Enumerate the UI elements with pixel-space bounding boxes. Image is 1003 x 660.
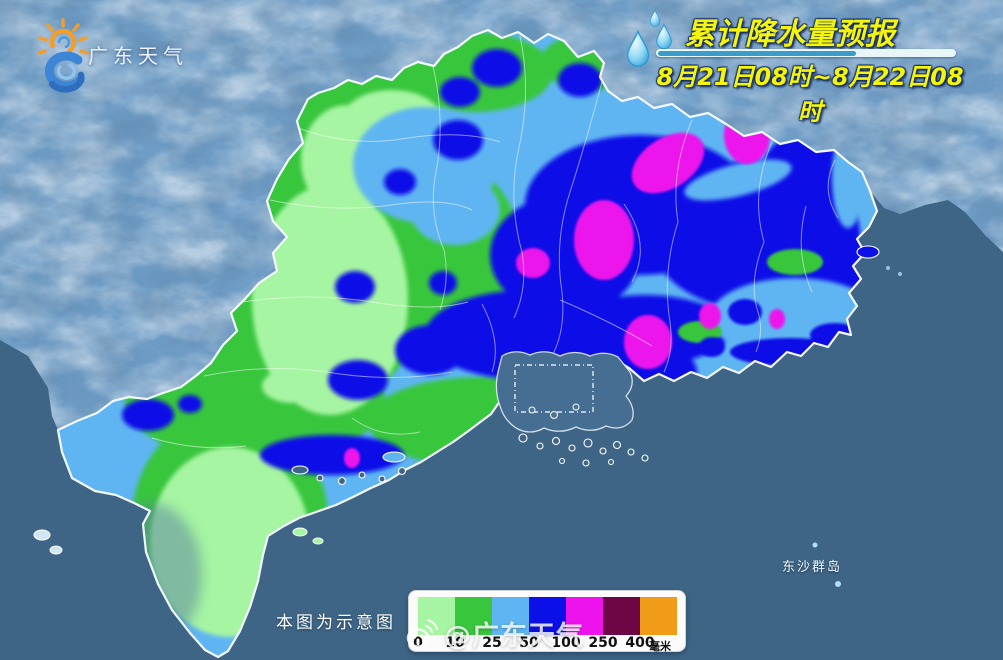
raindrops-icon [626, 9, 672, 67]
legend-tick-label: 25 [482, 635, 502, 651]
station-logo: 广东天气 [26, 14, 246, 94]
district-borders [151, 35, 839, 449]
legend-swatch [640, 597, 677, 635]
legend-tick-label: 250 [588, 635, 618, 651]
page-title: 累计降水量预报 [685, 17, 895, 52]
legend-unit: 毫米 [649, 640, 671, 653]
legend-tick-label: 0 [413, 635, 423, 651]
legend-swatch [529, 597, 566, 635]
legend-tick-label: 10 [445, 635, 465, 651]
dongsha-islands-label: 东沙群岛 [782, 560, 843, 575]
coastal-islands [291, 433, 649, 486]
weibo-icon [406, 618, 439, 648]
legend-labels: 0 10 25 50 100 250 400 [413, 635, 677, 651]
dongsha-islands-dots [812, 542, 841, 587]
bay-islands [33, 527, 324, 555]
legend-tick-label: 400 [625, 635, 655, 651]
estuary-islands [528, 403, 580, 419]
precipitation-legend: 0 10 25 50 100 250 400 毫米 [408, 590, 686, 653]
legend-tick-label: 50 [519, 635, 539, 651]
legend-tick-label: 100 [551, 635, 581, 651]
logo-text: 广东天气 [88, 44, 188, 68]
legend-swatch [566, 597, 603, 635]
watermark: @广东天气 [404, 614, 584, 653]
east-islands [856, 245, 902, 276]
watermark-text: @广东天气 [444, 621, 584, 652]
sun-cloud-swirl-icon [37, 18, 89, 93]
map-note: 本图为示意图 [276, 613, 396, 633]
pearl-river-estuary [495, 351, 634, 433]
legend-swatch [603, 597, 640, 635]
legend-swatch [492, 597, 529, 635]
title-divider [656, 49, 956, 57]
legend-swatch [455, 597, 492, 635]
forecast-date-range: 8月21日08时~8月22日08时 [656, 63, 964, 126]
island-lightblue [382, 451, 406, 463]
title-divider-fill [658, 50, 856, 56]
